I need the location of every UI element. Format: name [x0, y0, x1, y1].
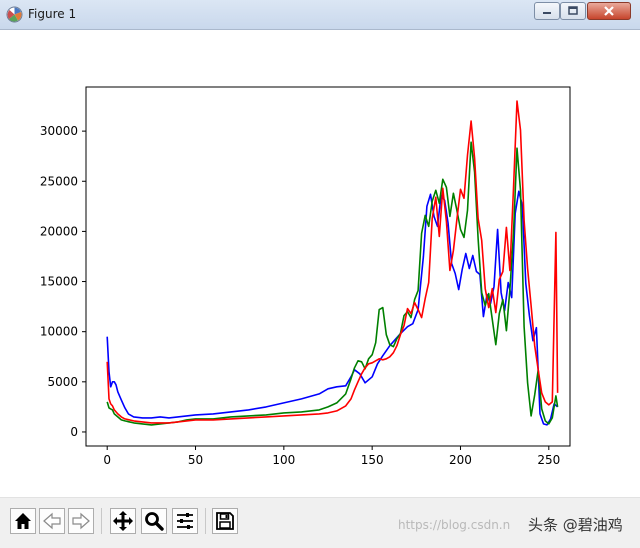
back-button[interactable]	[39, 508, 65, 534]
y-tick-label: 30000	[40, 124, 78, 138]
close-button[interactable]	[587, 2, 631, 20]
matplotlib-figure-icon	[6, 6, 23, 23]
x-tick-label: 50	[188, 453, 203, 467]
figure-canvas[interactable]: 0 50 100 150 200 250 0 5000 10000 15000 20000 25000…	[8, 30, 632, 496]
configure-subplots-button[interactable]	[172, 508, 198, 534]
y-tick-label: 0	[70, 425, 78, 439]
watermark-text: https://blog.csdn.n	[398, 518, 511, 532]
save-button[interactable]	[212, 508, 238, 534]
x-tick-label: 100	[272, 453, 295, 467]
zoom-button[interactable]	[141, 508, 167, 534]
y-tick-label: 15000	[40, 275, 78, 289]
sliders-icon	[177, 513, 193, 529]
toolbar-separator	[205, 508, 206, 534]
x-tick-label: 250	[537, 453, 560, 467]
save-icon	[216, 512, 234, 530]
brand-watermark: 头条 @碧油鸡	[528, 516, 623, 534]
home-button[interactable]	[10, 508, 36, 534]
arrow-left-icon	[43, 512, 61, 530]
y-tick-label: 10000	[40, 325, 78, 339]
home-icon	[15, 513, 31, 529]
window-title: Figure 1	[28, 7, 77, 21]
pan-button[interactable]	[110, 508, 136, 534]
navigation-toolbar: https://blog.csdn.n 头条 @碧油鸡	[0, 497, 640, 548]
arrow-right-icon	[72, 512, 90, 530]
y-tick-label: 25000	[40, 174, 78, 188]
y-tick-label: 5000	[47, 375, 78, 389]
title-bar[interactable]: Figure 1	[0, 0, 640, 30]
series-line-0	[106, 190, 559, 426]
x-tick-label: 200	[449, 453, 472, 467]
axes-frame	[85, 86, 571, 447]
series-line-2	[106, 100, 559, 424]
close-icon	[604, 6, 614, 16]
maximize-icon	[568, 6, 578, 15]
x-tick-label: 0	[103, 453, 111, 467]
forward-button[interactable]	[68, 508, 94, 534]
maximize-button[interactable]	[560, 2, 586, 20]
series-line-1	[106, 141, 559, 426]
magnifier-icon	[145, 512, 164, 531]
histogram-chart: 0 50 100 150 200 250 0 5000 10000 15000 20000 25000…	[8, 30, 632, 496]
minimize-icon	[543, 12, 551, 14]
x-tick-label: 150	[361, 453, 384, 467]
plot-background	[8, 30, 632, 496]
minimize-button[interactable]	[534, 2, 560, 20]
toolbar-separator	[101, 508, 102, 534]
move-icon	[113, 511, 133, 531]
y-tick-label: 20000	[40, 224, 78, 238]
